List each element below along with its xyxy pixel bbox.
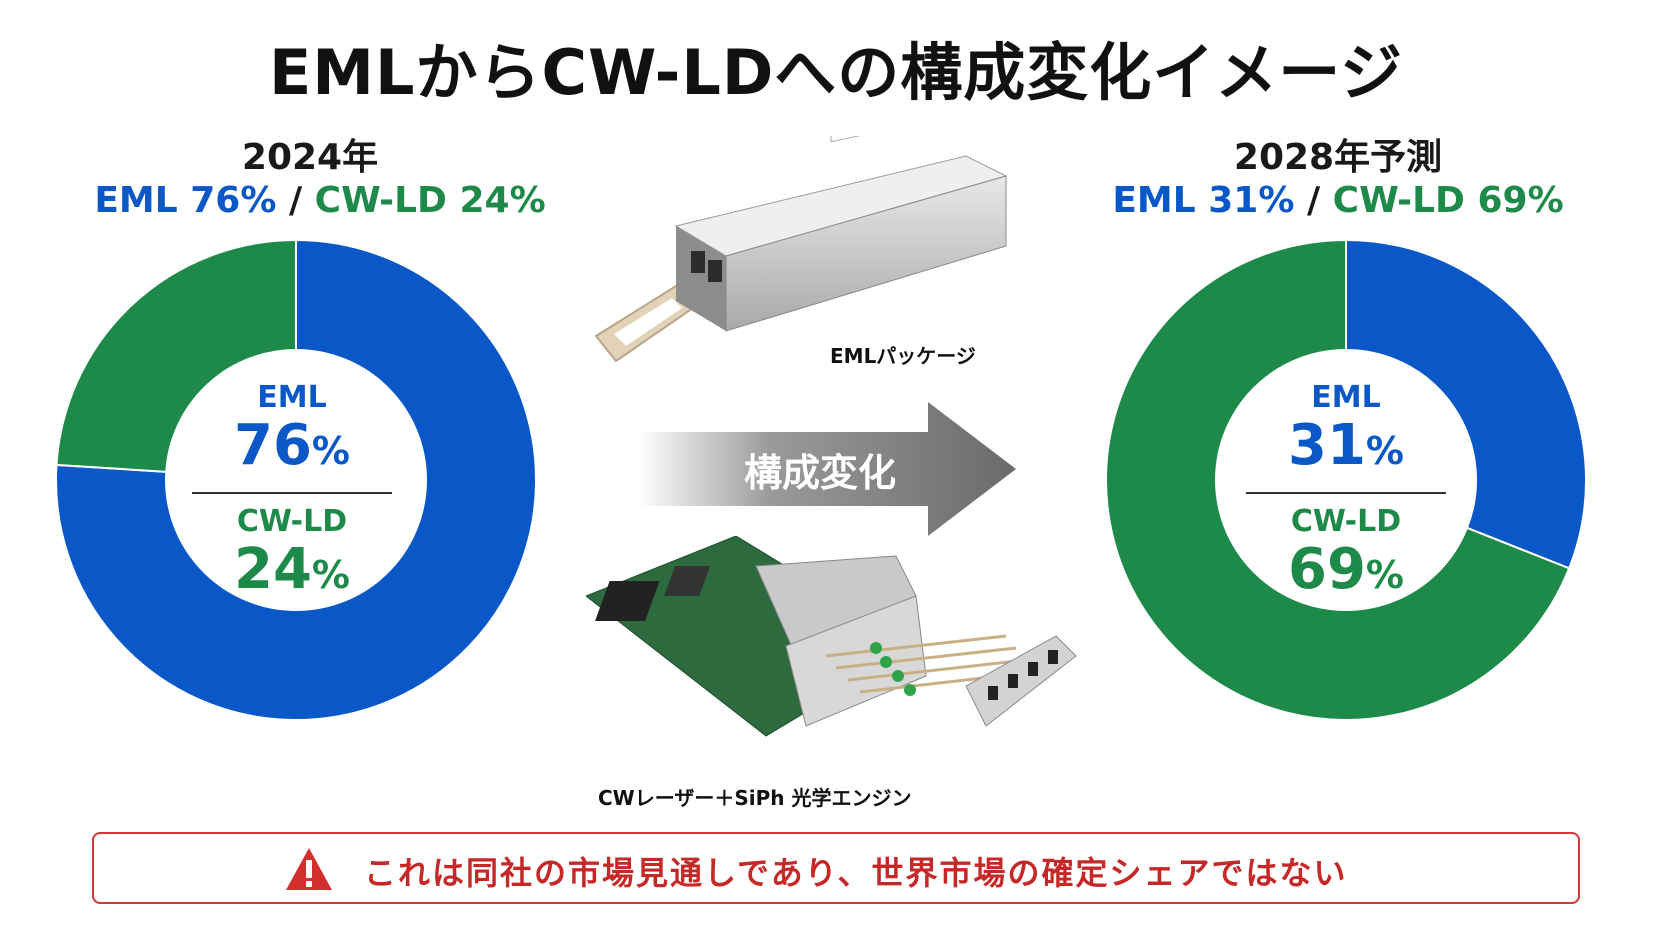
left-share-line: EML 76% / CW-LD 24% [0,180,640,221]
left-center-eml-name: EML [257,380,327,415]
left-year-label: 2024年 [241,137,379,178]
right-center-cw-name: CW-LD [1290,504,1402,539]
right-center-divider [1246,492,1446,494]
transition-arrow-icon [638,402,1016,536]
donut-chart-2028 [1105,238,1587,721]
donut-chart-2024 [55,238,537,721]
right-share-sep: / [1306,180,1321,221]
page-title: EMLからCW-LDへの構成変化イメージ [268,36,1404,109]
right-center-eml-name: EML [1311,380,1381,415]
transceiver-caption: EMLパッケージ [830,344,976,368]
slice-cw-ld [1105,238,1571,721]
right-year-label: 2028年予測 [1233,137,1443,178]
right-share-eml: EML 31% [1112,180,1295,221]
left-share-cw: CW-LD 24% [314,180,546,221]
arrow-label: 構成変化 [743,451,896,495]
disclaimer-text: これは同社の市場見通しであり、世界市場の確定シェアではない [364,854,1348,892]
right-center-eml-value: 31% [1287,413,1404,478]
left-center-eml-value: 76% [233,413,350,478]
slice-eml [55,238,537,721]
disclaimer-box: これは同社の市場見通しであり、世界市場の確定シェアではない [92,832,1580,904]
slice-cw-ld [55,238,297,473]
left-share-sep: / [288,180,303,221]
left-center-label: EML 76% CW-LD 24% [182,380,402,606]
right-center-cw-value: 69% [1287,537,1404,602]
left-center-cw-value: 24% [233,537,350,602]
right-share-cw: CW-LD 69% [1332,180,1564,221]
right-center-label: EML 31% CW-LD 69% [1236,380,1456,606]
slice-eml [1345,238,1587,570]
optical-engine-board-photo [586,536,1077,737]
optical-engine-caption: CWレーザー＋SiPh 光学エンジン [598,786,912,810]
transceiver-module-photo [594,136,1008,363]
warning-icon [286,848,332,890]
left-center-divider [192,492,392,494]
left-center-cw-name: CW-LD [236,504,348,539]
right-share-line: EML 31% / CW-LD 69% [1018,180,1658,221]
left-share-eml: EML 76% [94,180,277,221]
